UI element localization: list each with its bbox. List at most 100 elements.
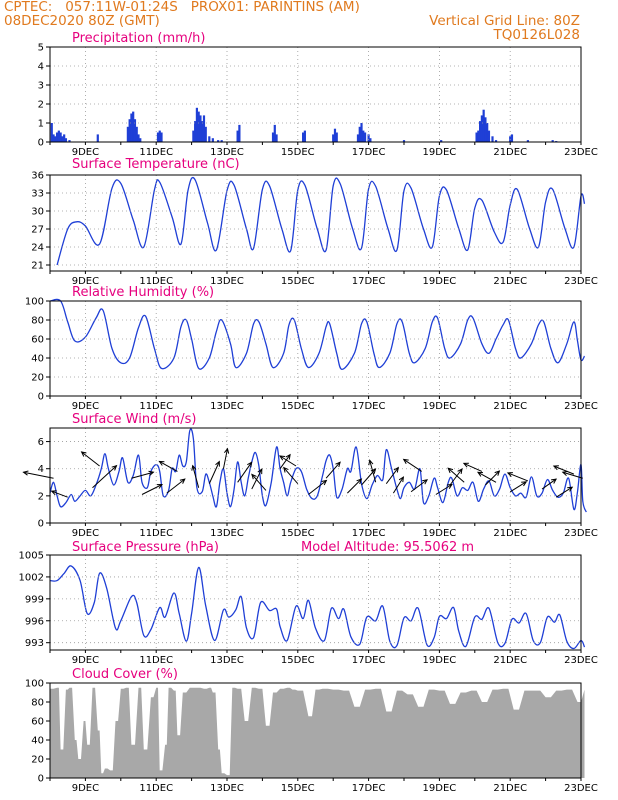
- x-tick-label: 9DEC: [72, 401, 99, 412]
- wind-arrow: [141, 484, 163, 495]
- humidity-frame: [49, 300, 582, 397]
- wind-arrow: [347, 478, 362, 494]
- wind-arrow: [403, 459, 422, 472]
- precip-bar: [202, 115, 206, 142]
- x-tick-label: 13DEC: [210, 528, 244, 539]
- precip-bar: [64, 138, 68, 142]
- precip-bar: [510, 134, 514, 142]
- x-tick-label: 13DEC: [210, 783, 244, 794]
- wind-arrowhead: [551, 478, 558, 484]
- precip-bar: [158, 130, 161, 142]
- precip-bar: [50, 123, 53, 142]
- wind-arrow: [485, 470, 500, 486]
- x-tick-label: 13DEC: [210, 147, 244, 158]
- wind-arrowhead: [156, 483, 164, 489]
- y-tick-label: 80: [31, 698, 44, 709]
- header-model-id: TQ0126L028: [493, 27, 580, 43]
- pressure-title: Surface Pressure (hPa): [72, 540, 219, 555]
- pressure-line: [49, 565, 586, 650]
- wind-arrowhead: [179, 478, 186, 484]
- precip-bar: [197, 111, 200, 142]
- x-tick-label: 23DEC: [564, 655, 598, 666]
- humidity-line: [49, 298, 586, 371]
- precip-bar: [480, 115, 483, 142]
- humidity-title: Relative Humidity (%): [72, 285, 214, 300]
- wind-arrow: [279, 455, 297, 467]
- y-tick-label: 21: [31, 261, 44, 272]
- y-tick-label: 1005: [19, 551, 44, 562]
- precip-title: Precipitation (mm/h): [72, 31, 205, 46]
- x-tick-label: 11DEC: [139, 783, 173, 794]
- y-tick-label: 30: [31, 207, 44, 218]
- wind-arrowhead: [283, 466, 289, 473]
- x-tick-label: 17DEC: [352, 147, 386, 158]
- wind-arrowhead: [457, 468, 463, 474]
- precip-bar: [486, 123, 489, 142]
- y-tick-label: 24: [31, 243, 44, 254]
- x-tick-label: 19DEC: [423, 655, 457, 666]
- y-tick-label: 0: [38, 774, 44, 785]
- wind-arrow: [325, 461, 341, 479]
- precip-bar: [57, 130, 60, 142]
- wind-arrow: [392, 476, 404, 494]
- x-tick-label: 23DEC: [564, 147, 598, 158]
- precip-bar: [160, 132, 163, 142]
- wind-arrowhead: [158, 460, 165, 466]
- wind-arrowhead: [398, 476, 405, 483]
- precip-bar: [273, 124, 276, 142]
- x-tick-label: 9DEC: [72, 147, 99, 158]
- y-tick-label: 100: [25, 297, 44, 308]
- precip-bar: [208, 136, 211, 142]
- y-tick-label: 1002: [19, 572, 44, 583]
- wind-arrow: [477, 471, 497, 483]
- precip-bar: [360, 123, 363, 142]
- wind-arrow: [222, 448, 228, 469]
- precip-bar: [63, 134, 66, 142]
- wind-arrowhead: [402, 458, 409, 464]
- x-tick-label: 21DEC: [493, 655, 527, 666]
- y-tick-label: 80: [31, 316, 44, 327]
- y-tick-label: 0: [38, 138, 44, 149]
- x-tick-label: 13DEC: [210, 401, 244, 412]
- precip-bar: [303, 130, 306, 142]
- precip-bar: [551, 140, 554, 142]
- wind-arrowhead: [22, 470, 29, 476]
- wind-arrow: [131, 471, 154, 479]
- wind-arrow: [447, 467, 465, 483]
- precip-bar: [68, 140, 71, 142]
- precip-bar: [135, 126, 138, 142]
- y-tick-label: 4: [38, 464, 44, 475]
- wind-arrowhead: [257, 468, 263, 475]
- x-tick-label: 15DEC: [281, 783, 315, 794]
- wind-title: Surface Wind (m/s): [72, 412, 196, 427]
- precip-bar: [126, 126, 129, 142]
- precip-bar: [271, 132, 275, 142]
- y-tick-label: 20: [31, 755, 44, 766]
- wind-arrow: [92, 465, 117, 489]
- precip-bar: [367, 134, 370, 142]
- x-tick-label: 23DEC: [564, 276, 598, 287]
- precip-bar: [201, 121, 204, 142]
- wind-arrow: [410, 479, 428, 493]
- y-tick-label: 2: [38, 100, 44, 111]
- temperature-title: Surface Temperature (nC): [72, 157, 240, 172]
- precip-bar: [275, 134, 278, 142]
- x-tick-label: 19DEC: [423, 401, 457, 412]
- precip-bar: [362, 130, 365, 142]
- precip-bar: [156, 132, 160, 142]
- temperature-frame: [49, 174, 582, 272]
- wind-arrowhead: [422, 479, 429, 485]
- precip-bar: [130, 113, 133, 142]
- precip-bar: [484, 117, 487, 142]
- wind-arrowhead: [506, 472, 513, 477]
- x-tick-label: 13DEC: [210, 655, 244, 666]
- wind-arrow: [308, 480, 327, 495]
- wind-arrow: [562, 471, 583, 479]
- wind-arrow: [369, 460, 377, 483]
- wind-arrow: [463, 462, 483, 472]
- x-tick-label: 17DEC: [352, 783, 386, 794]
- y-tick-label: 100: [25, 679, 44, 690]
- wind-arrowhead: [494, 470, 501, 476]
- precip-bar: [236, 130, 239, 142]
- precip-bar: [363, 132, 367, 142]
